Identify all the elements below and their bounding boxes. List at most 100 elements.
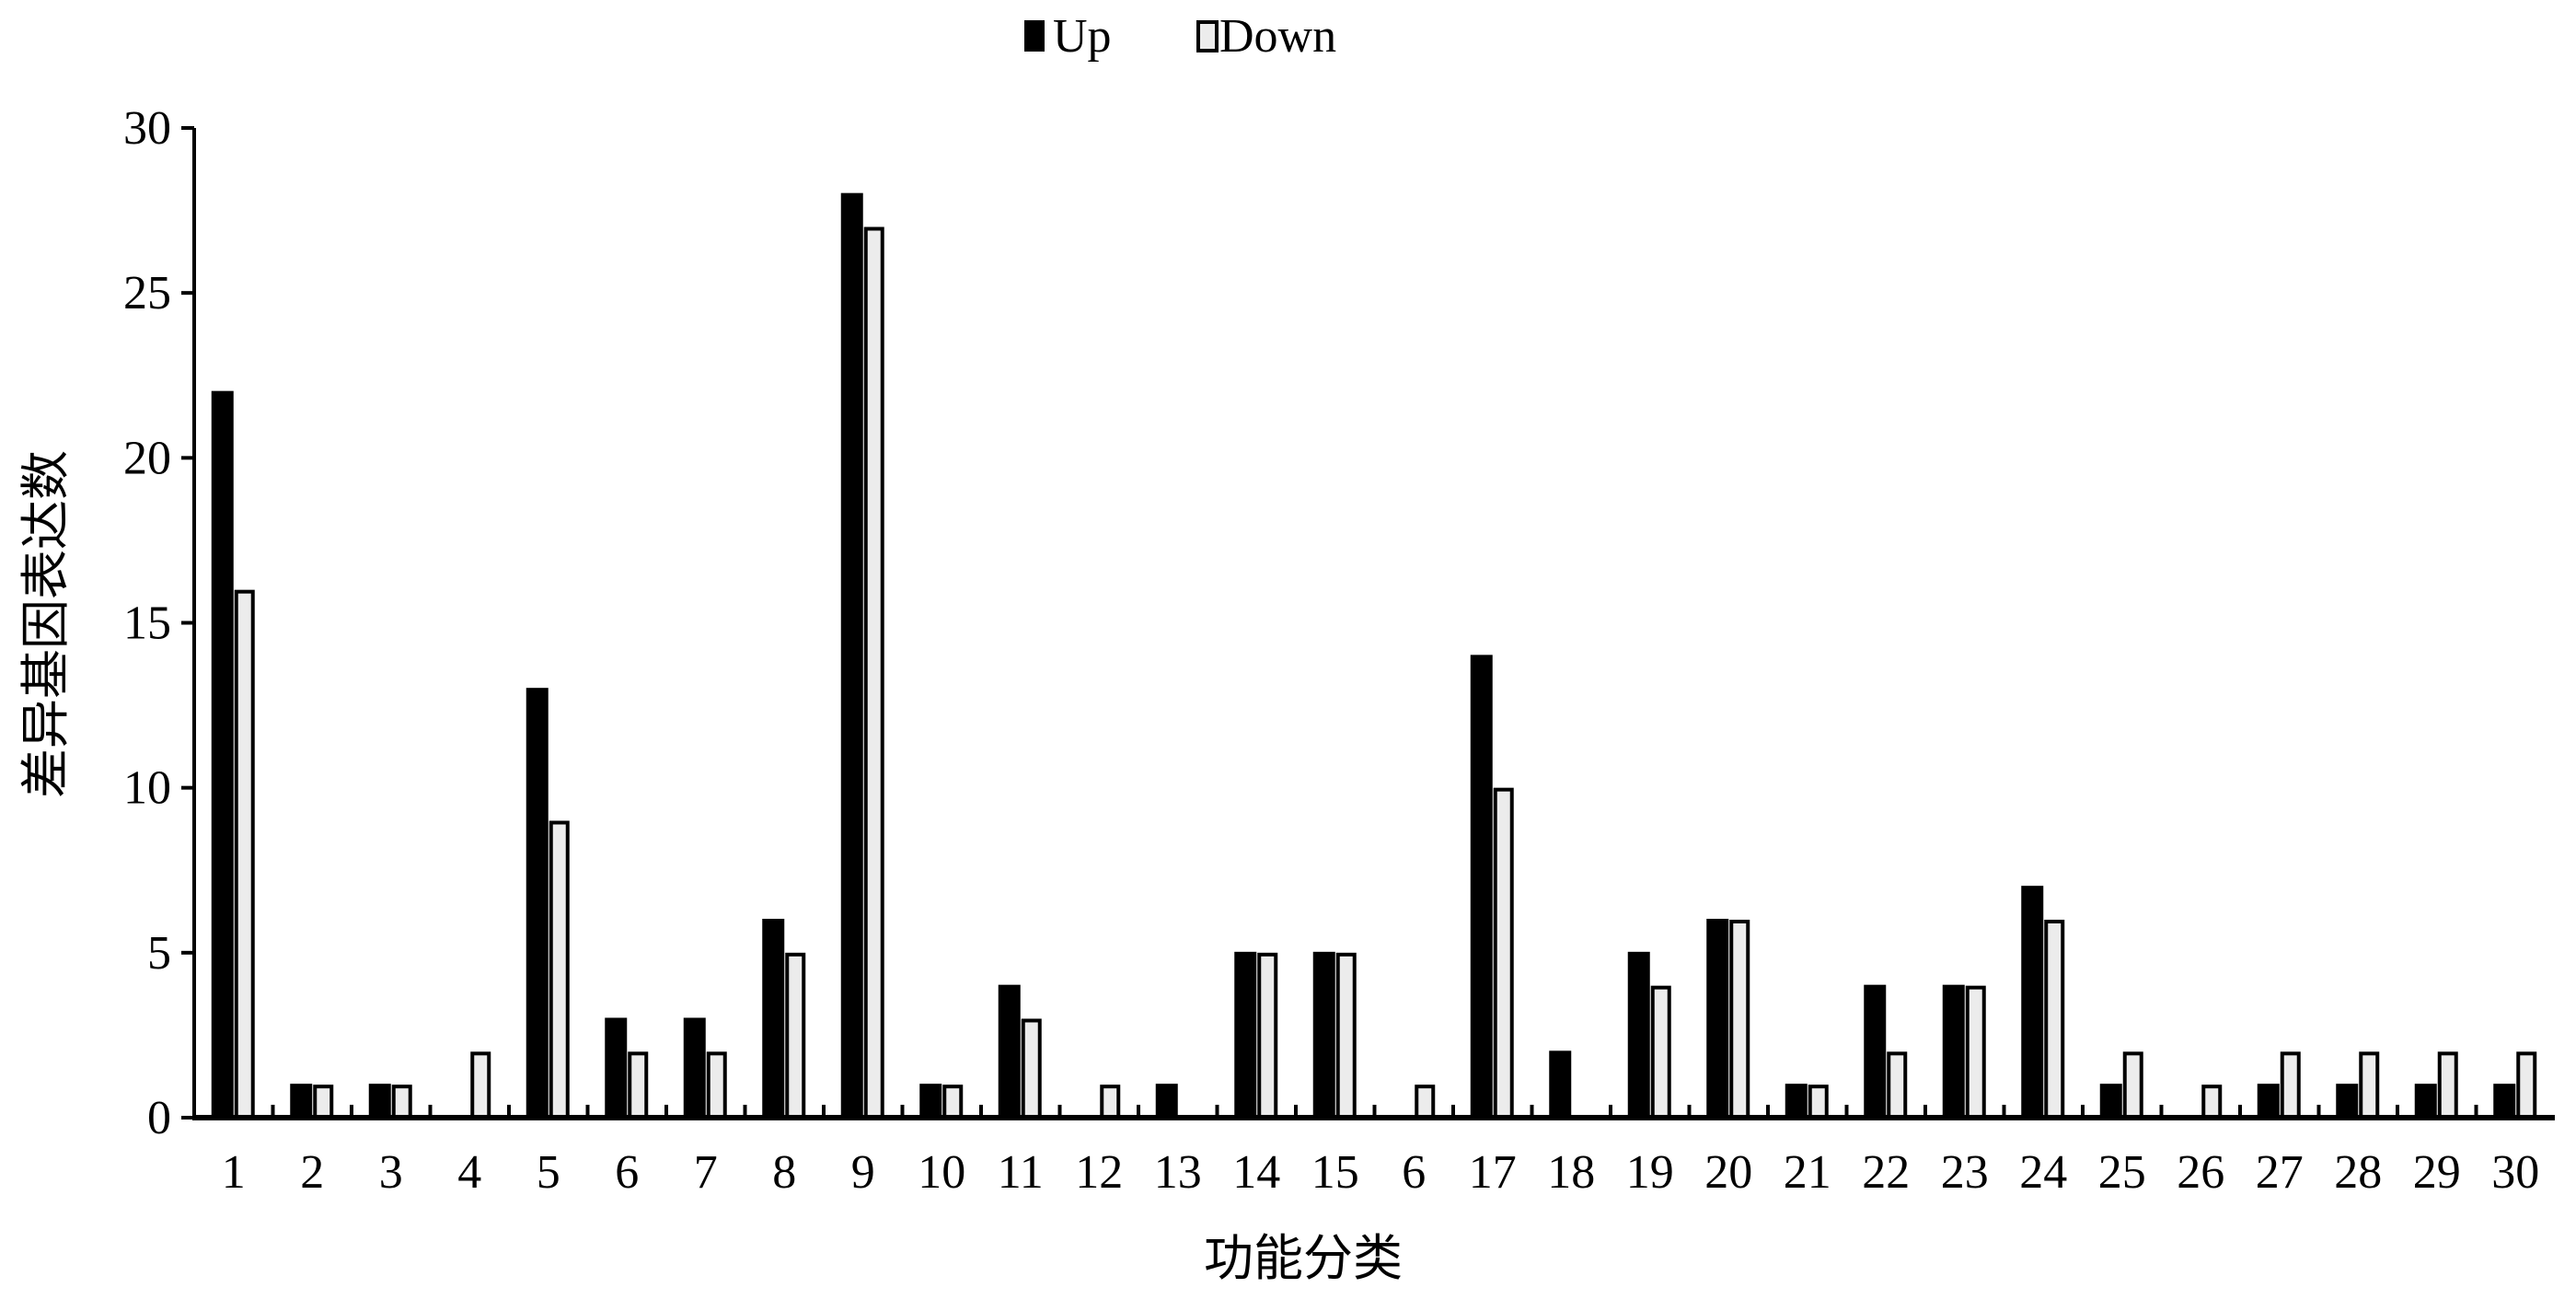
x-tick-label: 23 xyxy=(1941,1146,1989,1199)
bar-up-19 xyxy=(1627,951,1650,1120)
x-tick-label: 26 xyxy=(2177,1146,2224,1199)
y-tick-label: 10 xyxy=(123,762,171,815)
bar-down-7 xyxy=(706,1051,727,1120)
bar-up-11 xyxy=(998,984,1021,1119)
x-tick-label: 8 xyxy=(772,1146,796,1199)
x-tick-label: 6 xyxy=(1402,1146,1426,1199)
bar-up-3 xyxy=(368,1084,391,1119)
bar-up-28 xyxy=(2336,1084,2359,1119)
bar-down-23 xyxy=(1965,985,1986,1120)
x-tick-label: 17 xyxy=(1469,1146,1517,1199)
x-tick-label: 6 xyxy=(615,1146,639,1199)
bar-down-9 xyxy=(863,226,884,1120)
y-tick-label: 30 xyxy=(123,102,171,155)
bar-up-14 xyxy=(1234,951,1257,1120)
bar-up-22 xyxy=(1864,984,1887,1119)
bar-down-14 xyxy=(1257,952,1278,1120)
bar-up-20 xyxy=(1706,919,1729,1119)
bar-up-9 xyxy=(840,192,863,1119)
bars xyxy=(211,192,2537,1120)
y-tick-label: 5 xyxy=(147,927,171,980)
x-tick-label: 30 xyxy=(2491,1146,2539,1199)
bar-up-5 xyxy=(526,688,549,1120)
bar-down-22 xyxy=(1887,1051,1908,1120)
bar-up-2 xyxy=(290,1084,313,1119)
bar-down-15 xyxy=(1335,952,1357,1120)
bar-down-24 xyxy=(2044,920,2065,1120)
x-tick-label: 22 xyxy=(1862,1146,1910,1199)
x-tick-label: 2 xyxy=(300,1146,324,1199)
bar-up-1 xyxy=(211,390,234,1119)
x-tick-label: 25 xyxy=(2098,1146,2146,1199)
bar-down-11 xyxy=(1021,1018,1042,1120)
bar-up-8 xyxy=(762,919,785,1119)
bar-up-6 xyxy=(605,1017,628,1119)
bar-down-5 xyxy=(549,820,570,1120)
x-tick-label: 4 xyxy=(457,1146,481,1199)
legend: Up Down xyxy=(1024,10,1336,63)
bar-up-10 xyxy=(919,1084,942,1119)
x-tick-label: 21 xyxy=(1784,1146,1831,1199)
bar-down-26 xyxy=(2201,1085,2223,1120)
bar-down-3 xyxy=(391,1085,412,1120)
bar-down-29 xyxy=(2437,1051,2458,1120)
bar-down-8 xyxy=(785,952,806,1120)
x-tick-label: 10 xyxy=(918,1146,965,1199)
bar-down-28 xyxy=(2359,1051,2380,1120)
x-tick-label: 12 xyxy=(1075,1146,1123,1199)
x-tick-label: 14 xyxy=(1232,1146,1280,1199)
x-tick-label: 19 xyxy=(1626,1146,1674,1199)
bar-up-7 xyxy=(683,1017,706,1119)
bar-up-18 xyxy=(1549,1050,1572,1120)
legend-label-up: Up xyxy=(1053,10,1112,63)
x-tick-label: 29 xyxy=(2413,1146,2461,1199)
bar-down-20 xyxy=(1729,920,1750,1120)
x-tick-label: 15 xyxy=(1311,1146,1359,1199)
bar-down-2 xyxy=(313,1085,334,1120)
bar-up-27 xyxy=(2257,1084,2280,1119)
bar-down-25 xyxy=(2122,1051,2143,1120)
bar-down-30 xyxy=(2516,1051,2537,1120)
bar-up-25 xyxy=(2099,1084,2122,1119)
y-tick-label: 20 xyxy=(123,432,171,484)
legend-swatch-up xyxy=(1024,20,1045,52)
x-tick-label: 9 xyxy=(851,1146,875,1199)
bar-up-17 xyxy=(1470,655,1493,1119)
x-tick-label: 18 xyxy=(1547,1146,1595,1199)
bar-up-13 xyxy=(1155,1084,1178,1119)
bar-down-12 xyxy=(1100,1085,1121,1120)
x-tick-label: 11 xyxy=(998,1146,1044,1199)
x-tick-label: 20 xyxy=(1704,1146,1752,1199)
x-tick-label: 24 xyxy=(2019,1146,2067,1199)
bar-down-19 xyxy=(1650,985,1671,1120)
bar-up-15 xyxy=(1312,951,1335,1120)
bar-down-17 xyxy=(1493,787,1514,1120)
x-tick-label: 3 xyxy=(379,1146,403,1199)
x-tick-label: 1 xyxy=(222,1146,246,1199)
bar-up-21 xyxy=(1785,1084,1808,1119)
x-tick-label: 28 xyxy=(2334,1146,2382,1199)
bar-up-30 xyxy=(2493,1084,2516,1119)
legend-swatch-down xyxy=(1196,20,1219,52)
bar-down-21 xyxy=(1808,1085,1829,1120)
bar-down-4 xyxy=(470,1051,491,1120)
y-tick-label: 0 xyxy=(147,1092,171,1144)
bar-down-27 xyxy=(2280,1051,2301,1120)
bar-up-24 xyxy=(2021,886,2044,1120)
x-tick-label: 27 xyxy=(2256,1146,2304,1199)
bar-down-6 xyxy=(628,1051,649,1120)
y-axis-label: 差异基因表达数 xyxy=(18,450,74,798)
x-tick-label: 5 xyxy=(537,1146,560,1199)
x-axis-label: 功能分类 xyxy=(1204,1231,1403,1286)
axes: 1 2 3 4 5 6 7 8 9 10 11 12 13 14 15 6 17 18 19 20 21 22 23 24 25… xyxy=(123,102,2555,1199)
y-tick-label: 25 xyxy=(123,267,171,319)
bar-up-29 xyxy=(2414,1084,2437,1119)
y-tick-label: 15 xyxy=(123,597,171,650)
bar-down-16 xyxy=(1415,1085,1436,1120)
bar-down-1 xyxy=(234,589,255,1120)
x-tick-label: 13 xyxy=(1154,1146,1202,1199)
x-tick-label: 7 xyxy=(694,1146,718,1199)
bar-up-23 xyxy=(1942,984,1965,1119)
legend-label-down: Down xyxy=(1219,10,1336,63)
